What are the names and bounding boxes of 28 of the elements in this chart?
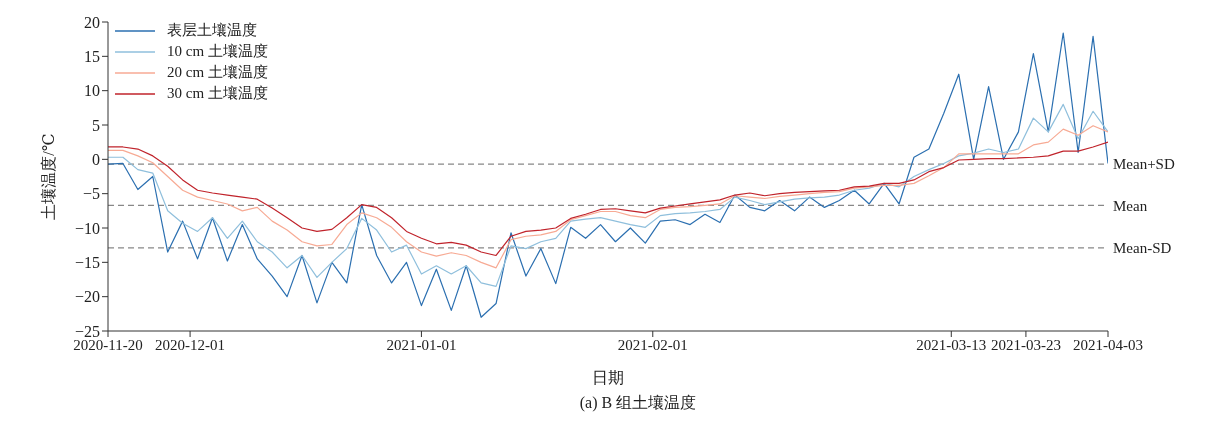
y-axis-title: 土壤温度/℃ <box>39 133 57 220</box>
line-series <box>108 141 1108 257</box>
y-tick-label: 10 <box>84 82 100 100</box>
x-tick-label: 2021-02-01 <box>617 336 688 353</box>
y-tick-label: −10 <box>74 219 100 237</box>
x-tick-label: 2021-03-23 <box>990 336 1061 353</box>
ref-line-label: Mean+SD <box>1113 156 1175 173</box>
legend-label: 30 cm 土壤温度 <box>167 84 268 103</box>
x-tick-label: 2021-03-13 <box>916 336 987 353</box>
legend-label: 10 cm 土壤温度 <box>167 42 268 61</box>
ref-line-label: Mean <box>1113 197 1148 214</box>
y-tick-label: −5 <box>82 185 100 203</box>
text: (a) B 组土壤温度 <box>578 393 698 414</box>
legend-label: 20 cm 土壤温度 <box>167 63 268 82</box>
line-series <box>108 103 1108 287</box>
y-tick-label: −15 <box>74 254 100 272</box>
x-tick-label: 2021-04-03 <box>1073 336 1143 353</box>
y-tick-label: 15 <box>84 48 100 66</box>
y-tick-label: 5 <box>92 116 100 134</box>
x-tick-label: 2021-01-01 <box>386 336 457 353</box>
ref-line-label: Mean-SD <box>1113 240 1172 257</box>
x-axis-title: 日期 <box>592 369 624 386</box>
y-tick-label: 20 <box>84 13 100 31</box>
y-tick-label: 0 <box>92 151 100 169</box>
x-tick-label: 2020-12-01 <box>155 336 226 353</box>
legend-label: 表层土壤温度 <box>167 21 257 40</box>
y-tick-label: −20 <box>74 288 100 306</box>
line-series <box>108 125 1108 269</box>
